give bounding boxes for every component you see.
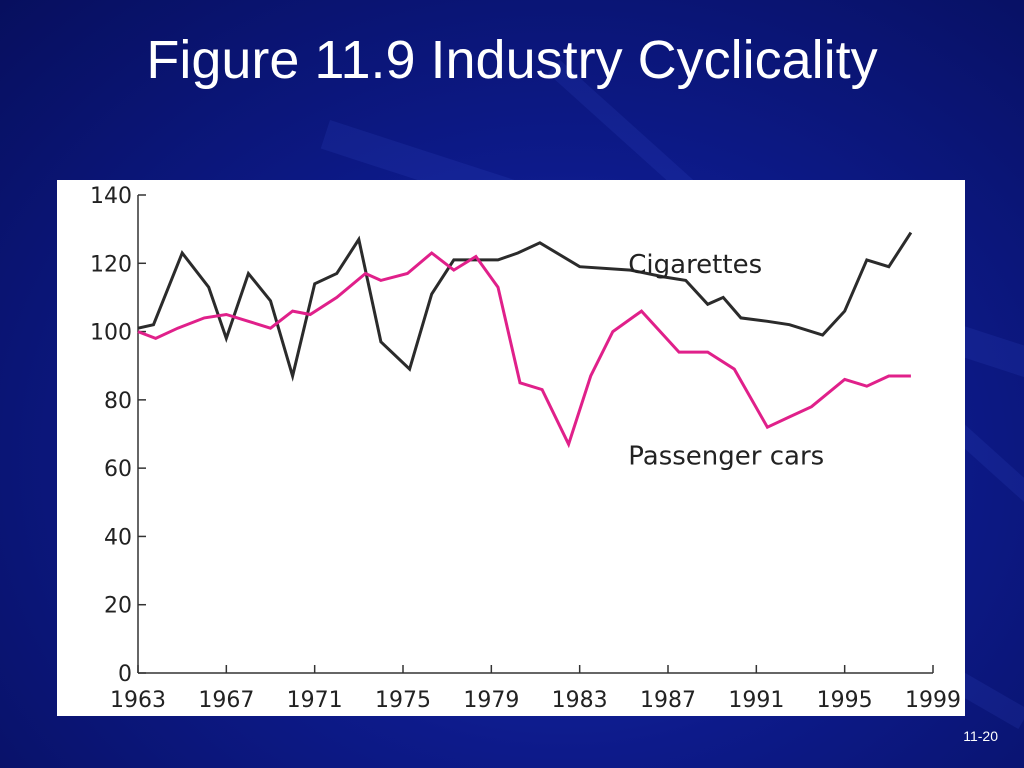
y-tick-label: 80 bbox=[104, 389, 132, 414]
series-label-cigarettes: Cigarettes bbox=[628, 250, 762, 280]
series-line-cigarettes bbox=[137, 231, 913, 382]
slide-number: 11-20 bbox=[963, 728, 998, 744]
x-tick-label: 1963 bbox=[110, 688, 166, 713]
line-chart: 0 20 40 60 80 100 120 140 1963 1967 1971 1975 1979 19… bbox=[90, 184, 961, 713]
x-tick-label: 1979 bbox=[463, 688, 519, 713]
series-label-passenger-cars: Passenger cars bbox=[628, 442, 824, 472]
x-tick-label: 1967 bbox=[198, 688, 254, 713]
x-tick-label: 1971 bbox=[287, 688, 343, 713]
y-tick-label: 140 bbox=[90, 184, 132, 209]
x-tick-label: 1975 bbox=[375, 688, 431, 713]
x-tick-label: 1991 bbox=[728, 688, 784, 713]
y-tick-label: 40 bbox=[104, 525, 132, 550]
chart-panel: 0 20 40 60 80 100 120 140 1963 1967 1971 1975 1979 19… bbox=[57, 180, 965, 716]
x-tick-label: 1999 bbox=[905, 688, 961, 713]
slide-title: Figure 11.9 Industry Cyclicality bbox=[146, 30, 878, 90]
x-tick-label: 1983 bbox=[552, 688, 608, 713]
x-tick-label: 1995 bbox=[817, 688, 873, 713]
y-tick-label: 60 bbox=[104, 457, 132, 482]
x-tick-label: 1987 bbox=[640, 688, 696, 713]
y-tick-label: 20 bbox=[104, 594, 132, 619]
y-tick-label: 100 bbox=[90, 321, 132, 346]
series-line-passenger-cars bbox=[137, 251, 911, 449]
y-tick-label: 120 bbox=[90, 252, 132, 277]
y-tick-label: 0 bbox=[118, 662, 132, 687]
